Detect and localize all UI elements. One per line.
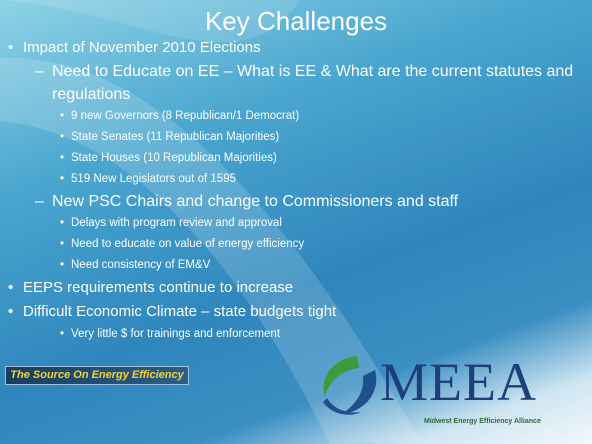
bullet-item: 9 new Governors (8 Republican/1 Democrat…	[60, 106, 578, 127]
bullet-text: Difficult Economic Climate – state budge…	[23, 303, 337, 320]
bullet-item: Very little $ for trainings and enforcem…	[60, 324, 578, 345]
bullet-text: Need consistency of EM&V	[71, 259, 211, 271]
bullet-level-2: Very little $ for trainings and enforcem…	[35, 324, 578, 345]
bullet-item: EEPS requirements continue to increase	[8, 276, 578, 300]
bullet-item: 519 New Legislators out of 1595	[60, 169, 578, 190]
bullet-level-1: Impact of November 2010 Elections Need to…	[8, 36, 578, 345]
bullet-item: Need to Educate on EE – What is EE & Wha…	[35, 60, 578, 190]
bullet-level-3: 9 new Governors (8 Republican/1 Democrat…	[60, 106, 578, 190]
bullet-text: Impact of November 2010 Elections	[23, 39, 261, 56]
bullet-item: New PSC Chairs and change to Commissione…	[35, 190, 578, 276]
bullet-text: Need to educate on value of energy effic…	[71, 238, 305, 250]
bullet-level-3: Very little $ for trainings and enforcem…	[60, 324, 578, 345]
bullet-text: Very little $ for trainings and enforcem…	[71, 328, 281, 340]
logo-icon	[323, 356, 377, 415]
bullet-text: 9 new Governors (8 Republican/1 Democrat…	[71, 110, 300, 122]
bullet-text: State Senates (11 Republican Majorities)	[71, 131, 280, 143]
bullet-item: Need consistency of EM&V	[60, 255, 578, 276]
bullet-item: State Senates (11 Republican Majorities)	[60, 127, 578, 148]
bullet-level-3: Delays with program review and approval N…	[60, 213, 578, 276]
bullet-text: EEPS requirements continue to increase	[23, 279, 294, 296]
bullet-item: Delays with program review and approval	[60, 213, 578, 234]
tagline: The Source On Energy Efficiency	[5, 366, 189, 385]
logo-subtitle: Midwest Energy Efficiency Alliance	[424, 418, 541, 425]
bullet-item: Need to educate on value of energy effic…	[60, 234, 578, 255]
logo-text: MEEA	[380, 352, 537, 412]
bullet-item: State Houses (10 Republican Majorities)	[60, 148, 578, 169]
bullet-item: Impact of November 2010 Elections Need to…	[8, 36, 578, 276]
bullet-item: Difficult Economic Climate – state budge…	[8, 300, 578, 345]
bullet-text: Need to Educate on EE – What is EE & Wha…	[52, 63, 574, 103]
bullet-list: Impact of November 2010 Elections Need to…	[8, 36, 578, 345]
bullet-level-2: Need to Educate on EE – What is EE & Wha…	[35, 60, 578, 276]
bullet-text: 519 New Legislators out of 1595	[71, 173, 236, 185]
bullet-text: State Houses (10 Republican Majorities)	[71, 152, 277, 164]
slide-title: Key Challenges	[204, 6, 388, 36]
bullet-text: Delays with program review and approval	[71, 217, 282, 229]
bullet-item: Very little $ for trainings and enforcem…	[35, 324, 578, 345]
bullet-text: New PSC Chairs and change to Commissione…	[52, 193, 459, 210]
